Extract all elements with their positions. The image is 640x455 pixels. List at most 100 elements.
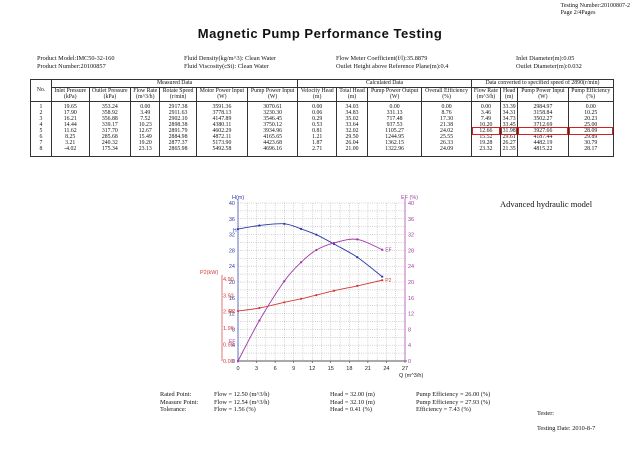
table-cell: 1362.15 xyxy=(385,140,405,147)
table-cell: 717.48 xyxy=(386,115,403,122)
table-cell: 4815.22 xyxy=(533,146,553,153)
outlet-height: Outlet Height above Reference Plane(m):0… xyxy=(336,63,449,70)
tolerance-head: Head = 0.41 (%) xyxy=(330,406,373,413)
h-tick-label: 16 xyxy=(229,296,235,302)
table-cell: 10.20 xyxy=(479,122,493,129)
table-cell: 25.55 xyxy=(440,134,454,141)
tolerance-efficiency: Efficiency = 7.43 (%) xyxy=(416,406,471,413)
col-header-name: Overall Efficiency xyxy=(425,87,468,94)
measure-head: Head = 32.10 (m) xyxy=(330,398,375,406)
col-header-unit: (r/min) xyxy=(169,94,187,101)
performance-chart: 0 3 6 9 12 15 18 21 24 27403632282420161284040363… xyxy=(200,195,423,379)
table-cell: 17.90 xyxy=(63,109,77,116)
table-cell: 1244.95 xyxy=(385,134,405,141)
col-header-name: Motor Power Input xyxy=(199,87,245,94)
data-point-ef xyxy=(283,279,286,283)
table-cell: 19.65 xyxy=(63,103,77,110)
table-cell: 3.46 xyxy=(480,109,491,116)
data-point-ef xyxy=(332,241,336,245)
data-point-h xyxy=(236,228,240,231)
row-number: 5 xyxy=(39,128,43,135)
data-point-p2 xyxy=(299,297,303,300)
ef-tick-label: 24 xyxy=(408,264,414,270)
table-cell: 2884.98 xyxy=(168,134,188,141)
col-header-7: Total Head (m) xyxy=(336,86,368,102)
col-values-9: 0.00 8.76 17.30 21.38 24.02 25.55 26.33 24.09 xyxy=(421,100,472,157)
row-number: 4 xyxy=(39,122,43,129)
table-cell: 240.32 xyxy=(101,140,118,147)
data-point-ef xyxy=(381,248,384,251)
table-cell: 937.53 xyxy=(386,122,403,129)
row-number: 3 xyxy=(39,115,43,122)
table-cell: 26.33 xyxy=(440,140,454,147)
fluid-viscosity: Fluid Viscosity(cSt): Clean Water xyxy=(184,63,269,70)
col-header-name: Outlet Pressure xyxy=(92,87,128,94)
col-values-3: 2917.38 2911.63 2902.10 2898.38 2891.79 2884.… xyxy=(159,100,197,157)
table-cell: 19.28 xyxy=(479,140,493,147)
col-header-unit: (%) xyxy=(586,94,596,101)
row-number: 6 xyxy=(39,134,43,141)
col-header-unit: (%) xyxy=(442,94,451,101)
table-cell: 14.44 xyxy=(63,122,77,129)
table-cell: 4165.65 xyxy=(263,134,283,141)
table-cell: 23.13 xyxy=(138,146,152,153)
rated-head: Head = 32.00 (m) xyxy=(330,391,375,398)
x-tick-label: 27 xyxy=(402,366,408,372)
col-values-10: 0.00 3.46 7.49 10.20 12.66 15.52 19.28 23.32 xyxy=(470,100,502,157)
x-tick-label: 18 xyxy=(346,366,352,372)
table-cell: 1322.96 xyxy=(385,146,405,153)
col-header-name: Flow Rate xyxy=(133,87,158,94)
col-header-unit: (kPa) xyxy=(103,94,117,101)
h-tick-label: 0 xyxy=(232,359,235,365)
col-header-unit: (m) xyxy=(313,94,322,101)
table-cell: 3070.61 xyxy=(263,103,283,110)
col-header-name: Flow Rate xyxy=(473,87,498,94)
ef-tick-label: 36 xyxy=(408,217,414,223)
table-cell: 33.45 xyxy=(502,122,516,129)
data-point-p2 xyxy=(332,289,336,292)
table-cell: 3712.69 xyxy=(533,122,553,129)
p2-tick-label: 2.94 xyxy=(223,310,234,316)
p2-tick-label: 0.00 xyxy=(223,359,234,365)
col-header-unit: (W) xyxy=(389,94,400,101)
p2-tick-label: 0.98 xyxy=(223,343,234,349)
table-cell: 2902.10 xyxy=(168,115,188,122)
data-point-ef xyxy=(258,319,261,322)
table-cell: 32.02 xyxy=(345,128,359,135)
group-converted-header: Data converted to specified speed of 289… xyxy=(470,79,615,88)
summary-labels: Rated Point: Measure Point: Tolerance: xyxy=(160,391,198,414)
col-values-13: 0.00 10.25 20.23 25.00 28.09 29.89 30.79 28.17 xyxy=(567,100,615,157)
outlet-diameter: Outlet Diameter(m):0.032 xyxy=(516,63,582,70)
data-point-p2 xyxy=(258,306,261,310)
col-header-name: Pump Power Output xyxy=(370,87,419,94)
table-cell: 3546.45 xyxy=(263,115,283,122)
curve-label-ef-left: EF xyxy=(229,339,235,345)
data-point-h xyxy=(356,256,359,259)
measure-efficiency: Pump Efficiency = 27.93 (%) xyxy=(416,398,491,406)
ef-axis-title: EF (%) xyxy=(401,195,418,201)
measure-point-label: Measure Point: xyxy=(160,398,199,406)
table-cell: 24.09 xyxy=(440,146,454,153)
series-line-ef xyxy=(237,238,383,362)
table-group-header-row: No. Measured Data Calculated Data Data c… xyxy=(30,79,615,102)
table-cell: 16.21 xyxy=(63,115,77,122)
table-cell: 0.00 xyxy=(441,103,452,110)
table-cell: 1105.27 xyxy=(385,128,404,135)
col-header-unit: (m) xyxy=(504,94,514,101)
group-measured-header: Measured Data xyxy=(50,79,299,88)
col-header-name: Total Head xyxy=(339,87,365,94)
table-cell: 3934.96 xyxy=(263,128,283,135)
table-cell: 21.35 xyxy=(502,146,516,153)
ef-tick-label: 40 xyxy=(408,201,414,207)
ef-tick-label: 12 xyxy=(408,312,414,318)
ef-tick-label: 4 xyxy=(408,343,411,349)
h-tick-label: 12 xyxy=(229,312,235,318)
table-cell: 21.38 xyxy=(440,122,454,129)
flow-meter-coefficient: Flow Meter Coefficient(f/l):35.8879 xyxy=(336,55,428,62)
testing-number: Testing Number:20100807-2 xyxy=(560,3,630,9)
x-tick-label: 12 xyxy=(309,366,315,372)
table-cell: 4147.89 xyxy=(212,115,232,122)
col-header-name: Velocity Head xyxy=(300,87,334,94)
table-cell: 4380.11 xyxy=(212,122,232,129)
